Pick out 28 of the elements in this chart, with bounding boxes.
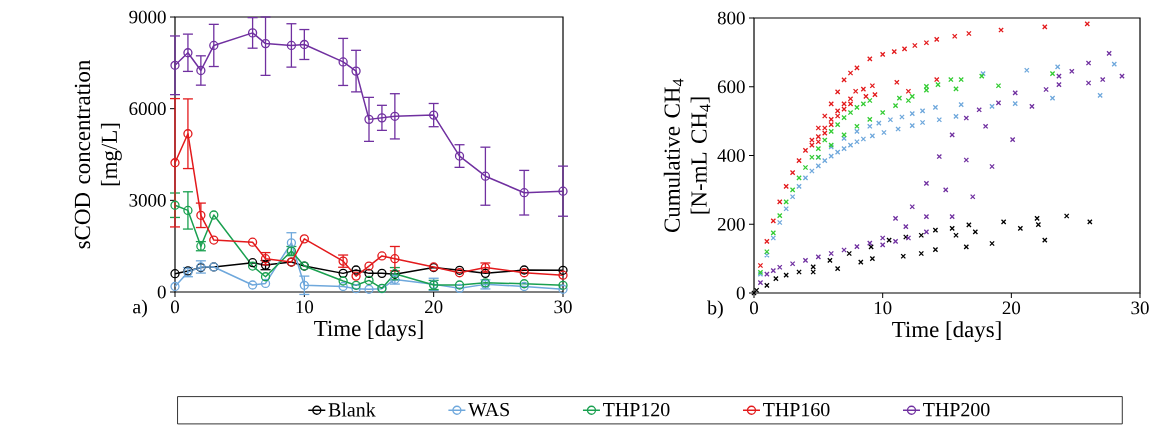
x-tick-label: 0 [170,300,179,314]
y-tick-label: 0 [157,285,166,299]
y-tick-label: 3000 [129,193,166,207]
x-tick-label: 30 [554,300,572,314]
legend-label: THP160 [763,402,830,417]
x-tick-label: 30 [1131,301,1149,315]
y-tick-label: 9000 [129,10,166,24]
y-tick-label: 200 [717,217,745,231]
x-axis-title: Time [days] [314,320,423,341]
x-tick-label: 0 [749,301,759,315]
legend-label: Blank [328,402,376,417]
x-tick-label: 10 [874,301,892,315]
text: b) [707,300,723,319]
text: a) [133,299,147,318]
x-tick-label: 10 [296,300,314,314]
y-tick-label: 600 [717,80,745,94]
legend-label: THP200 [923,402,990,417]
text: Cumulative CH$_{4}$ [N-mL CH$_{4}$] [663,78,711,233]
x-tick-label: 20 [425,300,443,314]
y-axis-title: sCOD concentration [mg/L] [74,60,122,249]
y-tick-label: 6000 [129,102,166,116]
y-tick-label: 800 [717,11,745,25]
y-tick-label: 0 [736,286,745,300]
y-tick-label: 400 [717,149,745,162]
x-axis-title: Time [days] [892,321,1001,342]
legend-label: THP120 [603,402,670,417]
legend-label: WAS [468,402,509,417]
x-tick-label: 20 [1002,301,1021,315]
